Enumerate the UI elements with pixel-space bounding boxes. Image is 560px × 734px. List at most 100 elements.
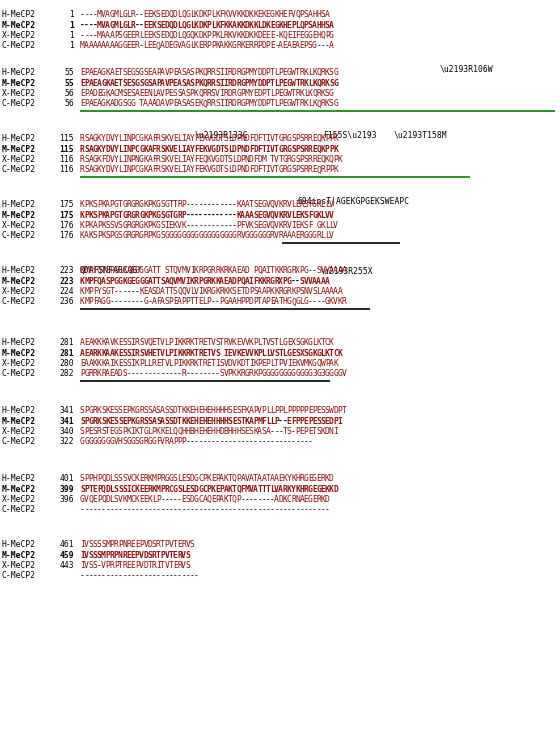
Text: L: L: [190, 21, 194, 29]
Text: K: K: [253, 427, 258, 436]
Text: G: G: [130, 100, 136, 109]
Text: E: E: [312, 495, 317, 504]
Text: S: S: [139, 79, 144, 87]
Text: G: G: [92, 134, 97, 143]
Text: S: S: [249, 427, 254, 436]
Text: G: G: [304, 266, 309, 275]
Text: K: K: [143, 221, 148, 230]
Text: P: P: [300, 416, 304, 426]
Text: V: V: [274, 155, 279, 164]
Text: L: L: [257, 338, 262, 347]
Text: T: T: [110, 287, 114, 296]
Text: P: P: [236, 221, 241, 230]
Text: 224: 224: [59, 287, 74, 296]
Text: C: C: [135, 165, 140, 175]
Text: P: P: [139, 359, 144, 368]
Text: 115: 115: [59, 145, 74, 153]
Text: S: S: [147, 79, 152, 87]
Text: K: K: [122, 495, 127, 504]
Text: R: R: [135, 31, 140, 40]
Text: M: M: [97, 21, 102, 29]
Text: -: -: [127, 297, 131, 307]
Text: K: K: [194, 31, 199, 40]
Text: G: G: [139, 231, 144, 241]
Text: A: A: [249, 474, 254, 483]
Text: F: F: [249, 134, 254, 143]
Text: R: R: [211, 68, 216, 77]
Text: C: C: [130, 495, 136, 504]
Text: M-MeCP2: M-MeCP2: [2, 550, 36, 559]
Text: E: E: [245, 427, 249, 436]
Text: G: G: [143, 266, 148, 275]
Text: P: P: [283, 277, 287, 286]
Text: S: S: [270, 338, 275, 347]
Text: G: G: [253, 231, 258, 241]
Text: G: G: [211, 231, 216, 241]
Text: P: P: [220, 484, 224, 493]
Text: K: K: [135, 427, 140, 436]
Text: G: G: [114, 427, 119, 436]
Text: T: T: [223, 155, 228, 164]
Text: H: H: [202, 406, 207, 415]
Text: K: K: [114, 338, 119, 347]
Text: H: H: [185, 427, 190, 436]
Text: V: V: [329, 231, 334, 241]
Text: K: K: [181, 359, 186, 368]
Text: D: D: [114, 100, 119, 109]
Text: K: K: [232, 369, 237, 379]
Text: -: -: [220, 221, 224, 230]
Text: E: E: [80, 359, 85, 368]
Text: S: S: [190, 540, 194, 549]
Text: P: P: [84, 211, 89, 219]
Text: S: S: [316, 266, 321, 275]
Text: N: N: [304, 287, 309, 296]
Text: I: I: [181, 155, 186, 164]
Text: M-MeCP2: M-MeCP2: [2, 145, 36, 153]
Text: G: G: [177, 231, 182, 241]
Text: P: P: [169, 100, 174, 109]
Text: R: R: [88, 369, 94, 379]
Text: L: L: [118, 145, 123, 153]
Text: R: R: [291, 495, 296, 504]
Text: T: T: [173, 200, 178, 209]
Text: -: -: [97, 572, 102, 581]
Text: -: -: [114, 287, 119, 296]
Text: G: G: [278, 369, 283, 379]
Text: Q: Q: [257, 266, 262, 275]
Text: I: I: [110, 359, 114, 368]
Text: V: V: [169, 155, 174, 164]
Text: D: D: [249, 155, 254, 164]
Text: G: G: [240, 79, 245, 87]
Text: G: G: [338, 369, 342, 379]
Text: K: K: [80, 277, 85, 286]
Text: A: A: [88, 359, 94, 368]
Text: S: S: [160, 200, 165, 209]
Text: -: -: [316, 42, 321, 51]
Text: P: P: [274, 406, 279, 415]
Text: P: P: [114, 561, 119, 570]
Text: -: -: [320, 506, 325, 515]
Text: M: M: [127, 495, 131, 504]
Text: D: D: [245, 31, 249, 40]
Text: L: L: [270, 359, 275, 368]
Text: I: I: [165, 221, 169, 230]
Text: 280: 280: [59, 359, 74, 368]
Text: R: R: [228, 68, 232, 77]
Text: K: K: [152, 211, 157, 219]
Text: E: E: [84, 349, 89, 357]
Text: G: G: [249, 231, 254, 241]
Text: L: L: [291, 211, 296, 219]
Text: \u2193R255X: \u2193R255X: [320, 266, 374, 275]
Text: I: I: [80, 550, 85, 559]
Text: G: G: [312, 211, 317, 219]
Text: -: -: [139, 10, 144, 19]
Text: I: I: [130, 349, 136, 357]
Text: Q: Q: [240, 277, 245, 286]
Text: D: D: [325, 427, 330, 436]
Text: K: K: [88, 221, 94, 230]
Text: E: E: [316, 474, 321, 483]
Text: R: R: [130, 10, 136, 19]
Text: E: E: [236, 338, 241, 347]
Text: -: -: [240, 495, 245, 504]
Text: E: E: [283, 100, 287, 109]
